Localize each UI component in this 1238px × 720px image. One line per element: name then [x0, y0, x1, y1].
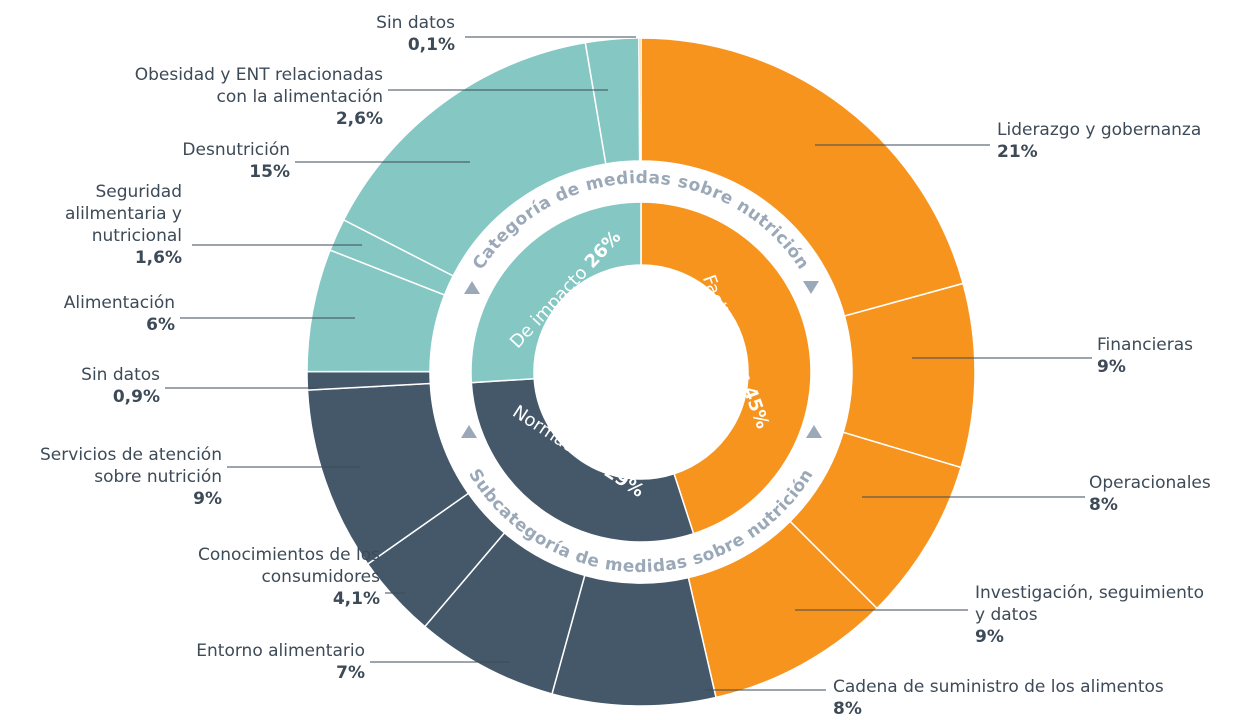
outer-value: 1,6% — [135, 248, 182, 268]
arrow — [803, 281, 819, 294]
outer-value: 8% — [1089, 495, 1118, 515]
outer-label: Sin datos — [81, 365, 160, 385]
outer-label: Entorno alimentario — [196, 641, 365, 661]
outer-label: nutricional — [92, 226, 182, 246]
outer-value: 8% — [833, 699, 862, 719]
wedges — [306, 37, 976, 707]
outer-label: con la alimentación — [217, 87, 383, 107]
outer-value: 0,9% — [113, 387, 160, 407]
arrow — [464, 281, 480, 294]
outer-value: 4,1% — [333, 589, 380, 609]
outer-label: alilmentaria y — [65, 204, 182, 224]
outer-value: 9% — [975, 627, 1004, 647]
outer-value: 9% — [1097, 357, 1126, 377]
outer-label: Financieras — [1097, 335, 1193, 355]
outer-value: 9% — [193, 489, 222, 509]
outer-label: Liderazgo y gobernanza — [997, 120, 1201, 140]
outer-wedge — [640, 37, 964, 317]
inner-wedge — [470, 201, 642, 384]
outer-label: Cadena de suministro de los alimentos — [833, 677, 1164, 697]
outer-value: 7% — [336, 663, 365, 683]
outer-label: Conocimientos de los — [198, 545, 380, 565]
outer-wedge — [638, 37, 642, 162]
outer-value: 21% — [997, 142, 1038, 162]
outer-value: 15% — [249, 162, 290, 182]
outer-label: Seguridad — [95, 182, 182, 202]
inner-wedge — [470, 377, 695, 543]
outer-value: 0,1% — [408, 35, 455, 55]
outer-label: sobre nutrición — [94, 467, 222, 487]
outer-label: Alimentación — [64, 293, 175, 313]
outer-label: y datos — [975, 605, 1038, 625]
outer-label: consumidores — [261, 567, 380, 587]
inner-wedge — [640, 201, 812, 535]
outer-value: 2,6% — [336, 109, 383, 129]
arrow — [461, 425, 477, 438]
outer-label: Sin datos — [376, 13, 455, 33]
outer-label: Operacionales — [1089, 473, 1211, 493]
outer-label: Desnutrición — [182, 140, 290, 160]
outer-value: 6% — [146, 315, 175, 335]
arrow — [806, 425, 822, 438]
leaders — [165, 36, 1092, 691]
outer-label: Investigación, seguimiento — [975, 583, 1204, 603]
outer-label: Servicios de atención — [40, 445, 222, 465]
outer-label: Obesidad y ENT relacionadas — [135, 65, 383, 85]
